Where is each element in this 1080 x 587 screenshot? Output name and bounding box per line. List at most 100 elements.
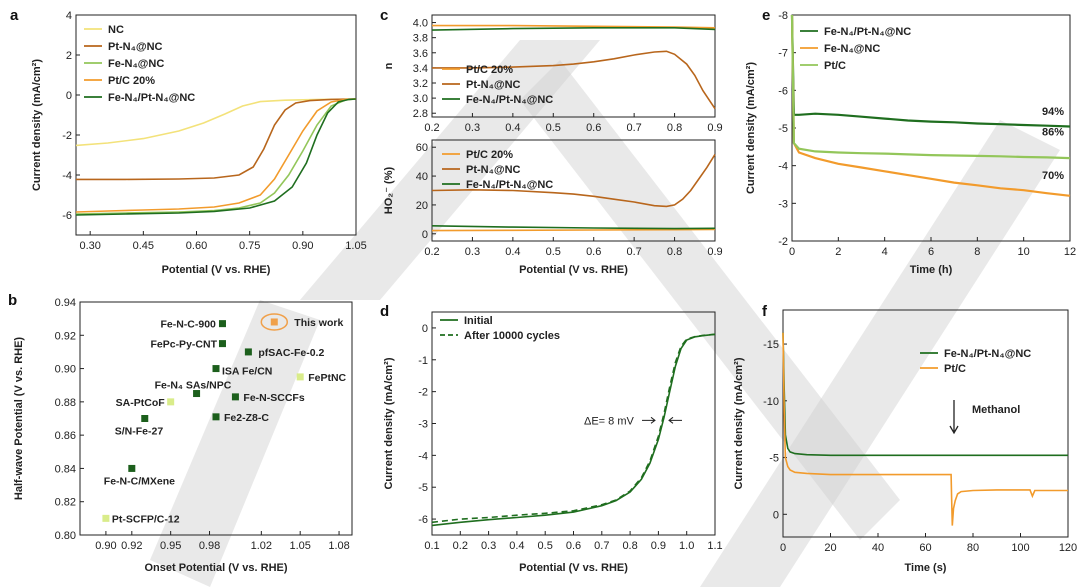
y-tick-label: -6 — [778, 85, 788, 97]
x-tick-label: 8 — [974, 246, 980, 258]
x-tick-label: 4 — [882, 246, 888, 258]
delta-e-annotation: ΔE= 8 mV — [584, 415, 635, 427]
legend-entry: Pt/C 20% — [466, 149, 513, 161]
series-line-0 — [75, 98, 357, 147]
series-line-1 — [782, 332, 1068, 526]
legend-entry: Fe-N₄/Pt-N₄@NC — [824, 26, 911, 38]
y-axis-label: Half-wave Potential (V vs. RHE) — [13, 337, 25, 501]
point-label: Fe-N-C/MXene — [104, 475, 175, 487]
x-tick-label: 1.05 — [345, 240, 366, 252]
x-axis-label: Time (s) — [905, 562, 947, 574]
panel-label-d: d — [380, 303, 389, 320]
x-tick-label: 0.8 — [667, 246, 682, 258]
point-label: Pt-SCFP/C-12 — [112, 513, 180, 525]
y-tick-label: -3 — [778, 198, 788, 210]
y-tick-label: 0.80 — [55, 530, 76, 542]
y-tick-label: -10 — [763, 396, 779, 408]
y-tick-label: -5 — [769, 453, 779, 465]
point-label: Fe-N-SCCFs — [243, 392, 304, 404]
x-tick-label: 0.2 — [424, 246, 439, 258]
y-tick-label: 0 — [422, 229, 428, 241]
y-tick-label: 0.86 — [55, 430, 76, 442]
methanol-annotation: Methanol — [972, 404, 1020, 416]
x-tick-label: 10 — [1018, 246, 1030, 258]
x-axis-label: Potential (V vs. RHE) — [519, 562, 628, 574]
x-tick-label: 0.8 — [667, 122, 682, 134]
x-tick-label: 0.3 — [465, 122, 480, 134]
y-tick-label: 0.84 — [55, 463, 76, 475]
x-tick-label: 0.4 — [505, 122, 520, 134]
point-label: S/N-Fe-27 — [115, 426, 164, 438]
x-tick-label: 2 — [835, 246, 841, 258]
x-tick-label: 100 — [1011, 542, 1029, 554]
retention-label: 86% — [1042, 127, 1064, 139]
x-tick-label: 80 — [967, 542, 979, 554]
y-tick-label: -2 — [62, 130, 72, 142]
x-tick-label: 12 — [1064, 246, 1076, 258]
point-label: Fe-N-C-900 — [160, 319, 216, 331]
y-tick-label: 3.6 — [413, 48, 428, 60]
point-label: pfSAC-Fe-0.2 — [258, 347, 324, 359]
y-tick-label: -6 — [62, 210, 72, 222]
y-tick-label: -4 — [778, 161, 788, 173]
legend-entry: Fe-N₄/Pt-N₄@NC — [944, 348, 1031, 360]
series-line-0 — [431, 333, 716, 527]
x-tick-label: 0.95 — [160, 540, 181, 552]
x-tick-label: 0.1 — [424, 540, 439, 552]
legend-entry: NC — [108, 24, 124, 36]
retention-label: 94% — [1042, 106, 1064, 118]
y-axis-label: Current density (mA/cm²) — [31, 59, 43, 191]
x-axis-label: Onset Potential (V vs. RHE) — [144, 562, 287, 574]
panel-label-e: e — [762, 7, 770, 24]
n-series-line-1 — [432, 50, 716, 110]
point-label: Fe-N₄ SAs/NPC — [155, 380, 232, 392]
scatter-point — [212, 413, 220, 421]
panel-label-c: c — [380, 7, 388, 24]
panel-label-a: a — [10, 7, 19, 24]
x-tick-label: 0.5 — [546, 246, 561, 258]
watermark-stroke-1 — [520, 60, 900, 540]
scatter-point — [141, 415, 149, 422]
x-tick-label: 0.9 — [651, 540, 666, 552]
panel-e: 0 2 4 6 8 10 12 -8 -7 -6 -5 -4 -3 -2 Time (h) Current d… — [745, 10, 1076, 276]
legend-entry: Fe-N₄@NC — [108, 58, 164, 70]
y-tick-label: -6 — [418, 514, 428, 526]
scatter-point — [128, 464, 136, 472]
scatter-point — [212, 365, 220, 373]
legend-entry: Pt-N₄@NC — [466, 164, 521, 176]
y-axis-label: n — [383, 62, 395, 69]
y-tick-label: 20 — [416, 200, 428, 212]
scatter-point — [102, 514, 110, 522]
x-tick-label: 0.5 — [538, 540, 553, 552]
scatter-point — [167, 398, 175, 406]
y-tick-label: 4.0 — [413, 18, 428, 30]
y-tick-label: 0 — [66, 90, 72, 102]
series-line-1 — [431, 333, 716, 524]
x-tick-label: 0.90 — [95, 540, 116, 552]
point-label: This work — [294, 317, 343, 329]
x-tick-label: 0.4 — [505, 246, 520, 258]
x-tick-label: 0.30 — [79, 240, 100, 252]
legend-entry: Pt/C — [944, 363, 966, 375]
series-line-3 — [75, 98, 357, 213]
x-tick-label: 0.2 — [453, 540, 468, 552]
y-tick-label: 0.90 — [55, 364, 76, 376]
y-tick-label: 0.82 — [55, 497, 76, 509]
panel-label-f: f — [762, 303, 768, 320]
x-tick-label: 0.6 — [586, 246, 601, 258]
x-tick-label: 0.90 — [292, 240, 313, 252]
y-tick-label: 2.8 — [413, 108, 428, 120]
arrow-right-icon — [642, 416, 656, 424]
y-tick-label: 0.92 — [55, 330, 76, 342]
x-tick-label: 60 — [919, 542, 931, 554]
y-tick-label: 40 — [416, 171, 428, 183]
panel-label-b: b — [8, 292, 17, 309]
x-tick-label: 0.7 — [594, 540, 609, 552]
y-axis-label: Current density (mA/cm²) — [733, 357, 745, 489]
y-axis-label: Current density (mA/cm²) — [383, 357, 395, 489]
x-tick-label: 1.08 — [328, 540, 349, 552]
y-tick-label: 0.94 — [55, 297, 76, 309]
y-tick-label: -5 — [778, 123, 788, 135]
y-tick-label: 3.2 — [413, 78, 428, 90]
y-tick-label: 0 — [422, 323, 428, 335]
